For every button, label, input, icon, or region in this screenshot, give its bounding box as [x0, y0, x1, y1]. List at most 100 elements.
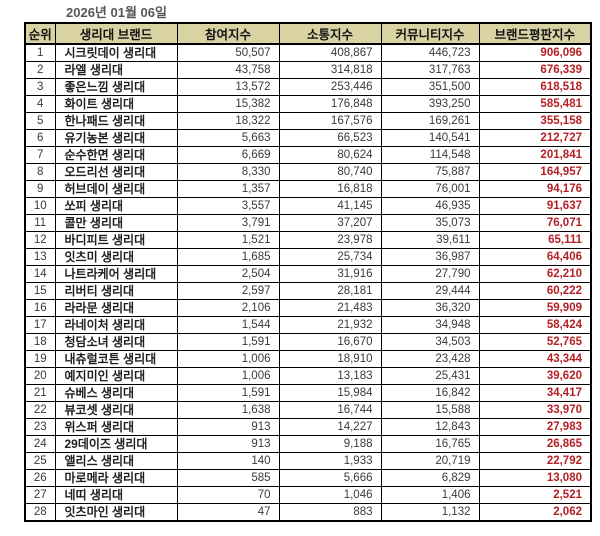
communication-cell: 253,446: [278, 78, 382, 96]
brand-cell: 네띠 생리대: [54, 486, 178, 504]
brand-cell: 시크릿데이 생리대: [54, 43, 178, 62]
communication-cell: 1,933: [278, 452, 382, 470]
reputation-cell: 618,518: [478, 78, 592, 96]
communication-cell: 13,183: [278, 367, 382, 385]
rank-cell: 4: [24, 95, 56, 113]
reputation-cell: 355,158: [478, 112, 592, 130]
community-cell: 446,723: [380, 43, 480, 62]
table-row: 3 좋은느낌 생리대 13,572 253,446 351,500 618,518: [24, 78, 592, 96]
participation-cell: 2,504: [176, 265, 280, 283]
reputation-cell: 22,792: [478, 452, 592, 470]
communication-cell: 5,666: [278, 469, 382, 487]
header-row: 순위 생리대 브랜드 참여지수 소통지수 커뮤니티지수 브랜드평판지수: [24, 22, 592, 45]
community-cell: 76,001: [380, 180, 480, 198]
community-cell: 27,790: [380, 265, 480, 283]
table-body: 1 시크릿데이 생리대 50,507 408,867 446,723 906,096 2 라엘…: [24, 43, 592, 522]
table-row: 15 리버티 생리대 2,597 28,181 29,444 60,222: [24, 282, 592, 300]
community-cell: 6,829: [380, 469, 480, 487]
table-row: 7 순수한면 생리대 6,669 80,624 114,548 201,841: [24, 146, 592, 164]
table-row: 17 라네이처 생리대 1,544 21,932 34,948 58,424: [24, 316, 592, 334]
table-row: 27 네띠 생리대 70 1,046 1,406 2,521: [24, 486, 592, 504]
rank-cell: 16: [24, 299, 56, 317]
community-cell: 20,719: [380, 452, 480, 470]
rank-cell: 20: [24, 367, 56, 385]
community-cell: 34,948: [380, 316, 480, 334]
reputation-cell: 212,727: [478, 129, 592, 147]
brand-cell: 화이트 생리대: [54, 95, 178, 113]
rank-cell: 23: [24, 418, 56, 436]
brand-cell: 잇츠마인 생리대: [54, 503, 178, 522]
table-row: 1 시크릿데이 생리대 50,507 408,867 446,723 906,096: [24, 43, 592, 62]
table-row: 19 내츄럴코튼 생리대 1,006 18,910 23,428 43,344: [24, 350, 592, 368]
brand-cell: 오드리선 생리대: [54, 163, 178, 181]
table-row: 23 위스퍼 생리대 913 14,227 12,843 27,983: [24, 418, 592, 436]
participation-cell: 2,597: [176, 282, 280, 300]
rank-cell: 21: [24, 384, 56, 402]
rank-cell: 22: [24, 401, 56, 419]
participation-cell: 1,544: [176, 316, 280, 334]
reputation-cell: 76,071: [478, 214, 592, 232]
rank-cell: 3: [24, 78, 56, 96]
reputation-cell: 59,909: [478, 299, 592, 317]
rank-cell: 12: [24, 231, 56, 249]
participation-cell: 47: [176, 503, 280, 522]
reputation-cell: 39,620: [478, 367, 592, 385]
reputation-cell: 65,111: [478, 231, 592, 249]
reputation-cell: 62,210: [478, 265, 592, 283]
communication-cell: 18,910: [278, 350, 382, 368]
community-cell: 16,765: [380, 435, 480, 453]
brand-cell: 29데이즈 생리대: [54, 435, 178, 453]
communication-cell: 15,984: [278, 384, 382, 402]
reputation-cell: 52,765: [478, 333, 592, 351]
brand-cell: 리버티 생리대: [54, 282, 178, 300]
reputation-cell: 43,344: [478, 350, 592, 368]
brand-cell: 유기농본 생리대: [54, 129, 178, 147]
participation-cell: 1,591: [176, 333, 280, 351]
participation-cell: 1,685: [176, 248, 280, 266]
reputation-cell: 26,865: [478, 435, 592, 453]
brand-cell: 내츄럴코튼 생리대: [54, 350, 178, 368]
table-row: 21 슈베스 생리대 1,591 15,984 16,842 34,417: [24, 384, 592, 402]
community-cell: 34,503: [380, 333, 480, 351]
communication-cell: 314,818: [278, 61, 382, 79]
table-row: 12 바디피트 생리대 1,521 23,978 39,611 65,111: [24, 231, 592, 249]
reputation-cell: 13,080: [478, 469, 592, 487]
reputation-cell: 906,096: [478, 43, 592, 62]
column-header-brand: 생리대 브랜드: [54, 22, 178, 45]
column-header-reputation: 브랜드평판지수: [478, 22, 592, 45]
reputation-cell: 94,176: [478, 180, 592, 198]
communication-cell: 167,576: [278, 112, 382, 130]
brand-cell: 바디피트 생리대: [54, 231, 178, 249]
rank-cell: 11: [24, 214, 56, 232]
brand-cell: 청담소녀 생리대: [54, 333, 178, 351]
community-cell: 75,887: [380, 163, 480, 181]
communication-cell: 80,624: [278, 146, 382, 164]
table-row: 9 허브데이 생리대 1,357 16,818 76,001 94,176: [24, 180, 592, 198]
table-row: 16 라라문 생리대 2,106 21,483 36,320 59,909: [24, 299, 592, 317]
community-cell: 25,431: [380, 367, 480, 385]
rank-cell: 2: [24, 61, 56, 79]
communication-cell: 14,227: [278, 418, 382, 436]
rank-cell: 14: [24, 265, 56, 283]
rank-cell: 8: [24, 163, 56, 181]
community-cell: 351,500: [380, 78, 480, 96]
community-cell: 15,588: [380, 401, 480, 419]
participation-cell: 3,791: [176, 214, 280, 232]
brand-cell: 나트라케어 생리대: [54, 265, 178, 283]
table-row: 5 한나패드 생리대 18,322 167,576 169,261 355,158: [24, 112, 592, 130]
reputation-cell: 33,970: [478, 401, 592, 419]
communication-cell: 21,932: [278, 316, 382, 334]
brand-cell: 콜만 생리대: [54, 214, 178, 232]
communication-cell: 16,744: [278, 401, 382, 419]
table-row: 18 청담소녀 생리대 1,591 16,670 34,503 52,765: [24, 333, 592, 351]
table-row: 4 화이트 생리대 15,382 176,848 393,250 585,481: [24, 95, 592, 113]
reputation-cell: 58,424: [478, 316, 592, 334]
column-header-communication: 소통지수: [278, 22, 382, 45]
community-cell: 16,842: [380, 384, 480, 402]
participation-cell: 8,330: [176, 163, 280, 181]
rank-cell: 10: [24, 197, 56, 215]
brand-cell: 순수한면 생리대: [54, 146, 178, 164]
brand-cell: 마로메라 생리대: [54, 469, 178, 487]
communication-cell: 80,740: [278, 163, 382, 181]
rank-cell: 18: [24, 333, 56, 351]
